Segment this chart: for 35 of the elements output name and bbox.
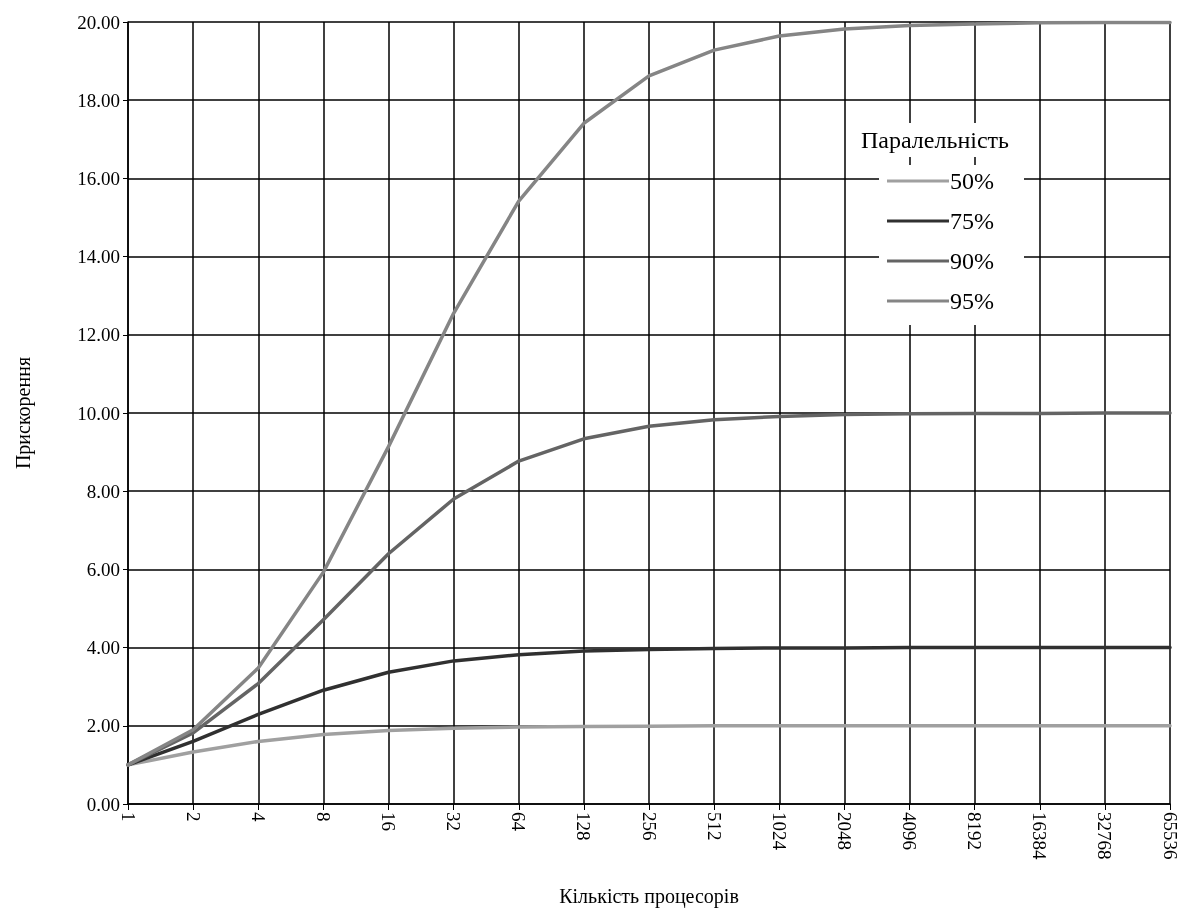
y-tick-label: 0.00: [86, 793, 120, 815]
x-tick-label: 16384: [1029, 812, 1051, 860]
y-tick-label: 14.00: [77, 246, 120, 268]
x-tick-label: 16: [378, 812, 399, 831]
y-tick-label: 2.00: [86, 715, 120, 737]
y-tick-label: 16.00: [77, 167, 120, 189]
x-tick-label: 2048: [833, 812, 855, 850]
legend-label: 90%: [950, 248, 995, 274]
x-tick-label: 1: [117, 812, 139, 822]
legend-label: 95%: [950, 288, 995, 314]
x-tick-label: 2: [182, 812, 204, 822]
x-tick-label: 1024: [768, 812, 790, 851]
x-tick-label: 4: [247, 812, 269, 822]
y-tick-label: 18.00: [77, 89, 120, 111]
y-axis-title: Прискорення: [12, 356, 35, 470]
x-tick-label: 65536: [1159, 812, 1181, 860]
x-tick-label: 8192: [964, 812, 986, 850]
y-tick-label: 4.00: [86, 637, 120, 659]
y-tick-label: 8.00: [86, 480, 120, 502]
x-tick-label: 32768: [1094, 812, 1116, 860]
y-tick-label: 6.00: [86, 558, 120, 580]
x-axis-title: Кількість процесорів: [559, 885, 739, 908]
x-tick-label: 32: [443, 812, 465, 831]
x-tick-label: 256: [638, 812, 660, 841]
x-tick-label: 8: [312, 812, 334, 822]
x-tick-label: 512: [703, 812, 725, 841]
y-tick-label: 10.00: [77, 402, 120, 424]
x-tick-label: 128: [573, 812, 595, 841]
y-tick-label: 20.00: [77, 11, 120, 33]
x-tick-label: 64: [508, 812, 530, 832]
y-tick-label: 12.00: [77, 324, 120, 346]
legend-label: 50%: [950, 168, 995, 194]
legend-title: Паралельність: [861, 127, 1010, 153]
legend-label: 75%: [950, 208, 995, 234]
x-tick-label: 4096: [899, 812, 920, 850]
